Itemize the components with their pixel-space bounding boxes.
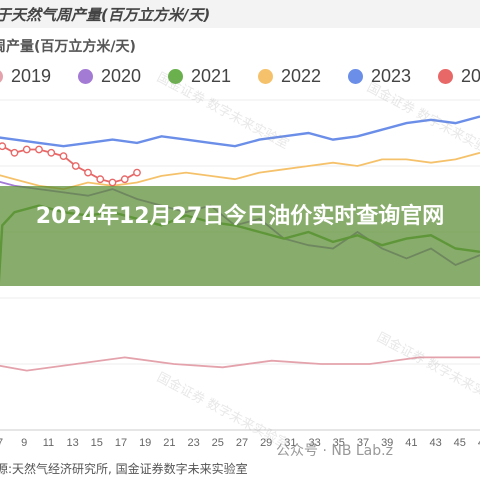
data-point-2024 bbox=[59, 152, 68, 161]
title-strip bbox=[0, 0, 480, 28]
data-point-2024 bbox=[108, 178, 117, 187]
x-tick-label: 27 bbox=[236, 437, 248, 449]
legend-item-2019: 2019 bbox=[0, 66, 78, 87]
x-tick-label: 17 bbox=[115, 437, 127, 449]
x-tick-label: 9 bbox=[21, 437, 27, 449]
legend-item-2023: 2023 bbox=[348, 66, 438, 87]
data-point-2024 bbox=[35, 145, 43, 154]
legend-marker-2021 bbox=[168, 69, 183, 84]
data-point-2024 bbox=[71, 162, 80, 170]
legend: 2019 2020 2021 2022 2023 2024 bbox=[0, 66, 480, 87]
legend-item-2021: 2021 bbox=[168, 66, 258, 87]
x-tick-label: 43 bbox=[429, 437, 441, 449]
x-tick-label: 25 bbox=[212, 437, 224, 449]
x-tick-label: 31 bbox=[284, 437, 296, 449]
legend-marker-2020 bbox=[78, 69, 93, 84]
x-tick-label: 35 bbox=[333, 437, 345, 449]
data-point-2024 bbox=[0, 142, 7, 151]
source-note: 源:天然气经济研究所, 国金证券数字未来实验室 bbox=[0, 462, 248, 476]
x-tick-label: 33 bbox=[308, 437, 320, 449]
data-point-2024 bbox=[84, 168, 92, 177]
x-tick-label: 45 bbox=[454, 437, 466, 449]
chart-title: 于天然气周产量(百万立方米/天) bbox=[0, 6, 211, 24]
wechat-watermark: 公众号 · NB Lab.z bbox=[276, 443, 393, 459]
legend-marker-2022 bbox=[258, 69, 273, 84]
legend-marker-2019 bbox=[0, 69, 3, 84]
x-tick-label: 47 bbox=[478, 437, 480, 449]
x-tick-label: 23 bbox=[187, 437, 199, 449]
x-tick-label: 29 bbox=[260, 437, 272, 449]
x-tick-label: 7 bbox=[0, 437, 3, 449]
legend-label-2021: 2021 bbox=[191, 66, 232, 86]
data-point-2024 bbox=[47, 148, 56, 157]
x-tick-label: 11 bbox=[43, 437, 54, 449]
x-tick-label: 39 bbox=[381, 437, 393, 449]
data-point-2024 bbox=[133, 168, 141, 177]
series-line-2019 bbox=[0, 356, 480, 372]
legend-label-2023: 2023 bbox=[371, 66, 412, 86]
legend-label-2024: 2024 bbox=[461, 66, 480, 86]
series-line-2023 bbox=[0, 115, 480, 148]
legend-marker-2024 bbox=[438, 69, 453, 84]
legend-item-2022: 2022 bbox=[258, 66, 348, 87]
legend-item-2020: 2020 bbox=[78, 66, 168, 87]
x-tick-label: 15 bbox=[91, 437, 103, 449]
headline-banner: 2024年12月27日今日油价实时查询官网 bbox=[0, 186, 480, 286]
x-tick-label: 19 bbox=[139, 437, 151, 449]
legend-label-2022: 2022 bbox=[281, 66, 322, 86]
x-tick-label: 21 bbox=[163, 437, 175, 449]
chart-subtitle: 周产量(百万立方米/天) bbox=[0, 39, 136, 55]
data-point-2024 bbox=[120, 175, 129, 184]
legend-label-2019: 2019 bbox=[11, 66, 52, 86]
x-tick-label: 37 bbox=[357, 437, 369, 449]
x-tick-label: 13 bbox=[66, 437, 78, 449]
x-tick-label: 41 bbox=[405, 437, 417, 449]
data-point-2024 bbox=[10, 148, 19, 157]
series-line-2022 bbox=[0, 151, 480, 191]
legend-marker-2023 bbox=[348, 69, 363, 84]
data-point-2024 bbox=[22, 145, 31, 154]
legend-item-2024: 2024 bbox=[438, 66, 480, 87]
headline-text: 2024年12月27日今日油价实时查询官网 bbox=[35, 204, 445, 229]
data-point-2024 bbox=[96, 175, 105, 184]
legend-label-2020: 2020 bbox=[101, 66, 142, 86]
